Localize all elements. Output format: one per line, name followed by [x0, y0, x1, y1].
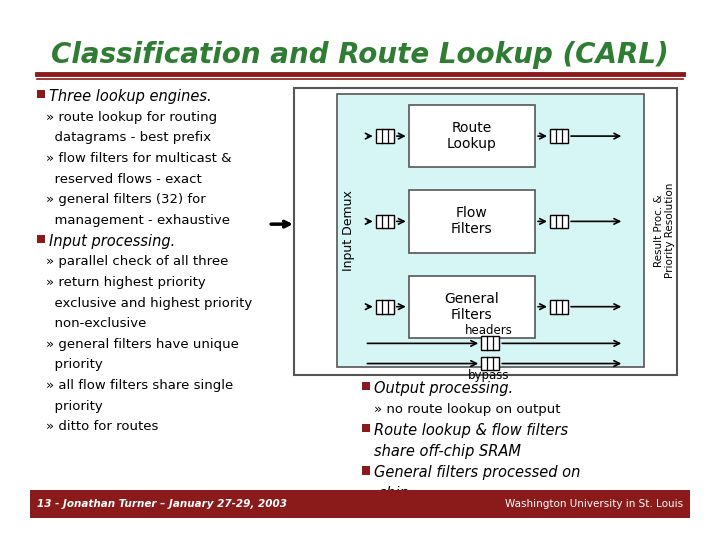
Bar — [30, 490, 690, 518]
Text: General
Filters: General Filters — [444, 292, 499, 322]
Bar — [481, 336, 500, 350]
Text: » route lookup for routing: » route lookup for routing — [46, 111, 217, 124]
Text: Flow
Filters: Flow Filters — [451, 206, 492, 237]
Text: headers: headers — [464, 324, 513, 337]
Text: reserved flows - exact: reserved flows - exact — [46, 173, 202, 186]
Text: 13 - Jonathan Turner – January 27-29, 2003: 13 - Jonathan Turner – January 27-29, 20… — [37, 499, 287, 509]
Text: bypass: bypass — [468, 369, 509, 382]
Bar — [409, 105, 535, 167]
Text: exclusive and highest priority: exclusive and highest priority — [46, 296, 253, 309]
Text: » ditto for routes: » ditto for routes — [46, 420, 158, 433]
Bar — [409, 190, 535, 253]
Text: General filters processed on: General filters processed on — [374, 465, 580, 480]
Text: Route
Lookup: Route Lookup — [447, 121, 497, 151]
Text: Three lookup engines.: Three lookup engines. — [49, 89, 212, 104]
Bar — [481, 357, 500, 370]
Bar — [376, 214, 394, 228]
Text: share off-chip SRAM: share off-chip SRAM — [374, 444, 521, 459]
Text: » flow filters for multicast &: » flow filters for multicast & — [46, 152, 232, 165]
Text: Result Proc. &
Priority Resolution: Result Proc. & Priority Resolution — [654, 183, 675, 278]
Text: Classification and Route Lookup (CARL): Classification and Route Lookup (CARL) — [51, 42, 669, 69]
Text: » general filters have unique: » general filters have unique — [46, 338, 239, 351]
Bar — [550, 129, 568, 143]
Bar — [337, 94, 644, 367]
Bar — [550, 300, 568, 314]
Bar — [294, 89, 678, 375]
Bar — [37, 235, 45, 243]
Text: Output processing.: Output processing. — [374, 381, 513, 396]
Bar — [37, 90, 45, 98]
Text: management - exhaustive: management - exhaustive — [46, 214, 230, 227]
Bar — [409, 275, 535, 338]
Text: » general filters (32) for: » general filters (32) for — [46, 193, 206, 206]
Text: » no route lookup on output: » no route lookup on output — [374, 403, 560, 416]
Text: » parallel check of all three: » parallel check of all three — [46, 255, 229, 268]
Bar — [376, 129, 394, 143]
Text: Route lookup & flow filters: Route lookup & flow filters — [374, 423, 568, 438]
Text: » return highest priority: » return highest priority — [46, 276, 206, 289]
Text: datagrams - best prefix: datagrams - best prefix — [46, 131, 212, 144]
Text: Input Demux: Input Demux — [343, 190, 356, 271]
Text: -chip: -chip — [374, 487, 410, 501]
Bar — [362, 466, 370, 475]
Text: Input processing.: Input processing. — [49, 234, 176, 248]
Bar — [376, 300, 394, 314]
Bar — [550, 214, 568, 228]
Text: non-exclusive: non-exclusive — [46, 317, 147, 330]
Text: Washington University in St. Louis: Washington University in St. Louis — [505, 499, 683, 509]
Bar — [362, 382, 370, 390]
Text: priority: priority — [46, 359, 103, 372]
Text: priority: priority — [46, 400, 103, 413]
Bar — [362, 424, 370, 433]
Text: » all flow filters share single: » all flow filters share single — [46, 379, 233, 392]
